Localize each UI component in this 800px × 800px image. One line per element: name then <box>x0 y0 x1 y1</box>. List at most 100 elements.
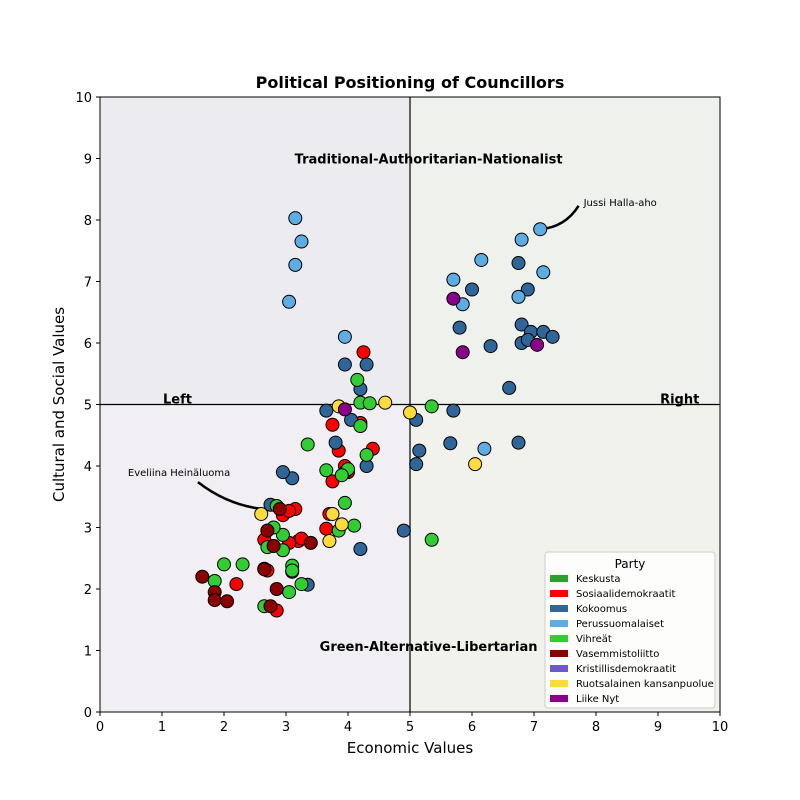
point-perussuomalaiset <box>282 294 297 309</box>
point-vihre-t <box>235 557 250 572</box>
x-tick-label: 8 <box>592 720 600 735</box>
x-axis-label: Economic Values <box>347 739 474 757</box>
quadrant-labels: Traditional-Authoritarian-Nationalist Gr… <box>163 153 699 656</box>
point-perussuomalaiset <box>446 272 461 287</box>
point-vasemmistoliitto <box>257 562 272 577</box>
x-tick-label: 6 <box>468 720 476 735</box>
point-perussuomalaiset <box>536 265 551 280</box>
point-perussuomalaiset <box>474 252 489 267</box>
chart-title: Political Positioning of Councillors <box>256 73 565 92</box>
point-kokoomus <box>446 403 461 418</box>
y-tick-label: 7 <box>84 276 92 291</box>
y-tick-label: 9 <box>84 153 92 168</box>
y-tick-label: 6 <box>84 337 92 352</box>
x-tick-label: 3 <box>282 720 290 735</box>
point-sosiaalidemokraatit <box>356 345 371 360</box>
x-tick-label: 0 <box>96 720 104 735</box>
point-vihre-t <box>282 585 297 600</box>
point-vasemmistoliitto <box>272 502 287 517</box>
legend-swatch <box>550 695 568 702</box>
y-axis-label: Cultural and Social Values <box>50 307 68 502</box>
point-liike-nyt <box>455 345 470 360</box>
legend-swatch <box>550 590 568 597</box>
x-axis-ticks: 0 1 2 3 4 5 6 7 8 9 10 <box>96 712 728 735</box>
point-ruotsalainen-kansanpuolue <box>403 405 417 420</box>
point-ruotsalainen-kansanpuolue <box>254 506 269 521</box>
y-tick-label: 5 <box>84 399 92 414</box>
point-vasemmistoliitto <box>266 538 281 553</box>
point-vasemmistoliitto <box>195 569 210 584</box>
legend-label: Sosiaalidemokraatit <box>576 589 675 600</box>
point-vihre-t <box>285 563 300 578</box>
x-tick-label: 9 <box>654 720 662 735</box>
quadrant-backgrounds <box>100 97 720 712</box>
y-axis-ticks: 0 1 2 3 4 5 6 7 8 9 10 <box>75 91 100 721</box>
point-kokoomus <box>511 435 526 450</box>
point-kokoomus <box>483 339 498 354</box>
point-vihre-t <box>217 557 231 572</box>
point-perussuomalaiset <box>294 234 309 249</box>
point-ruotsalainen-kansanpuolue <box>322 534 337 549</box>
point-perussuomalaiset <box>511 289 526 304</box>
point-kokoomus <box>545 329 560 344</box>
point-kokoomus <box>452 320 467 335</box>
point-vihre-t <box>275 527 290 542</box>
x-tick-label: 5 <box>406 720 414 735</box>
legend-swatch <box>550 620 568 627</box>
point-vihre-t <box>334 468 349 483</box>
legend-items: Keskusta Sosiaalidemokraatit Kokoomus Perus… <box>550 574 714 705</box>
point-liike-nyt <box>337 402 352 417</box>
legend-label: Ruotsalainen kansanpuolue <box>576 679 714 690</box>
point-vasemmistoliitto <box>263 599 278 614</box>
point-vihre-t <box>424 532 439 547</box>
point-vihre-t <box>337 495 352 510</box>
legend-title: Party <box>615 557 646 571</box>
y-tick-label: 10 <box>75 91 92 106</box>
point-vihre-t <box>424 399 439 414</box>
point-kokoomus <box>443 436 458 451</box>
legend-label: Vihreät <box>576 634 612 645</box>
annotation-label: Eveliina Heinäluoma <box>128 468 230 479</box>
legend-label: Perussuomalaiset <box>576 619 664 630</box>
point-kokoomus <box>319 403 334 418</box>
legend-label: Kokoomus <box>576 604 627 615</box>
point-liike-nyt <box>446 291 461 306</box>
point-perussuomalaiset <box>337 329 352 344</box>
quadrant-label-top: Traditional-Authoritarian-Nationalist <box>295 153 563 168</box>
point-sosiaalidemokraatit <box>319 521 334 536</box>
point-perussuomalaiset <box>288 211 303 226</box>
point-kokoomus <box>275 465 290 480</box>
x-tick-label: 2 <box>220 720 228 735</box>
point-vasemmistoliitto <box>220 594 235 609</box>
legend-label: Kristillisdemokraatit <box>576 664 676 675</box>
point-kokoomus <box>520 282 535 297</box>
y-tick-label: 0 <box>84 706 92 721</box>
legend-swatch <box>550 635 568 642</box>
point-kokoomus <box>359 357 374 372</box>
point-vihre-t <box>362 396 377 411</box>
quadrant-bottom-left <box>100 404 410 712</box>
point-kokoomus <box>337 357 352 372</box>
point-ruotsalainen-kansanpuolue <box>468 457 483 472</box>
y-tick-label: 8 <box>84 214 92 229</box>
point-kokoomus <box>514 317 529 332</box>
point-perussuomalaiset <box>477 441 492 456</box>
point-vihre-t <box>347 518 362 533</box>
quadrant-top-right <box>410 97 720 405</box>
point-vihre-t <box>350 372 365 387</box>
point-kokoomus <box>396 523 411 538</box>
y-tick-label: 1 <box>84 645 92 660</box>
legend-box <box>544 551 716 709</box>
point-vasemmistoliitto <box>303 535 318 550</box>
legend-swatch <box>550 650 568 657</box>
x-tick-label: 4 <box>344 720 352 735</box>
point-kokoomus <box>511 256 526 271</box>
point-ruotsalainen-kansanpuolue <box>378 395 393 410</box>
x-tick-label: 10 <box>712 720 729 735</box>
point-ruotsalainen-kansanpuolue <box>325 506 340 521</box>
legend-swatch <box>550 575 568 582</box>
point-vasemmistoliitto <box>269 582 284 596</box>
point-vihre-t <box>319 463 334 478</box>
point-kokoomus <box>465 282 479 297</box>
